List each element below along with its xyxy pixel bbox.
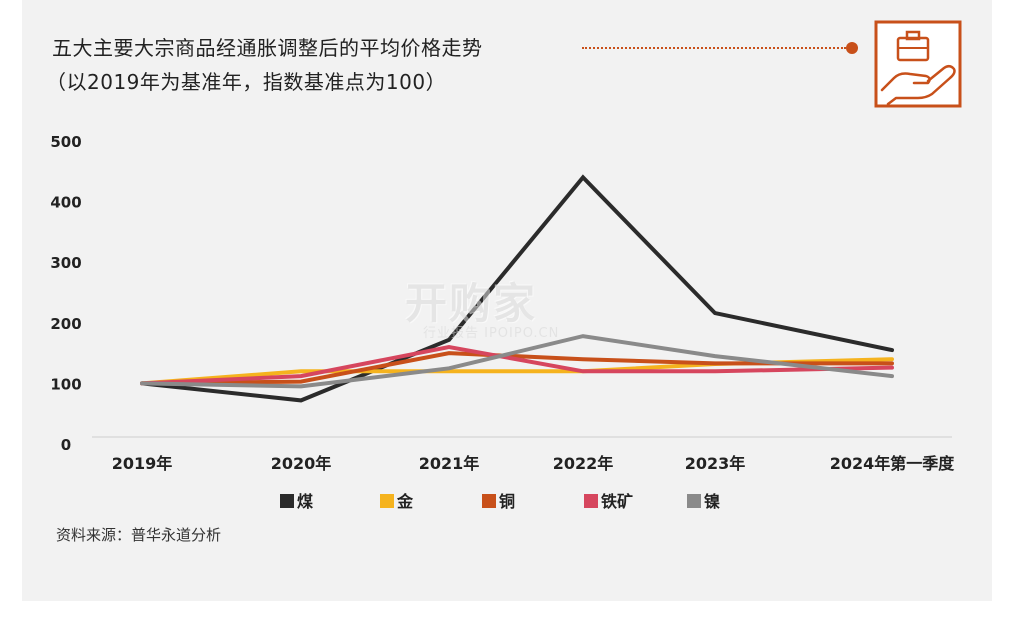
y-tick-label: 500 — [50, 133, 81, 151]
series-line-铁矿 — [140, 344, 894, 386]
legend-label: 铜 — [499, 492, 515, 511]
x-tick-label: 2019年 — [112, 454, 173, 473]
y-tick-label: 100 — [50, 375, 81, 393]
legend-label: 镍 — [704, 492, 720, 511]
chart-title: 五大主要大宗商品经通胀调整后的平均价格走势 — [52, 36, 483, 60]
y-tick-label: 200 — [50, 315, 81, 333]
series-line-镍 — [140, 334, 894, 389]
briefcase-in-hand-icon — [874, 20, 962, 108]
source-note: 资料来源：普华永道分析 — [56, 526, 222, 544]
chart-subtitle: （以2019年为基准年，指数基准点为100） — [46, 70, 447, 94]
legend-swatch — [380, 494, 394, 508]
y-tick-label: 300 — [50, 254, 81, 272]
line-chart: 0 100 200 300 400 500 2019年 2020年 2021年 2022年 202… — [50, 133, 956, 511]
series-line-铜 — [140, 351, 894, 386]
dotted-leader-line — [582, 47, 846, 49]
chart-card — [22, 0, 992, 601]
legend-label: 煤 — [297, 492, 313, 511]
x-tick-label: 2024年第一季度 — [830, 454, 956, 473]
leader-dot — [846, 42, 858, 54]
legend-label: 铁矿 — [601, 492, 633, 511]
y-tick-label: 400 — [50, 194, 81, 212]
x-tick-label: 2020年 — [271, 454, 332, 473]
legend-swatch — [280, 494, 294, 508]
legend-swatch — [584, 494, 598, 508]
legend-swatch — [482, 494, 496, 508]
legend-swatch — [687, 494, 701, 508]
y-tick-label: 0 — [61, 436, 71, 454]
x-tick-label: 2022年 — [553, 454, 614, 473]
series-line-煤 — [140, 174, 894, 403]
x-tick-label: 2023年 — [685, 454, 746, 473]
x-tick-label: 2021年 — [419, 454, 480, 473]
legend-label: 金 — [396, 492, 414, 511]
